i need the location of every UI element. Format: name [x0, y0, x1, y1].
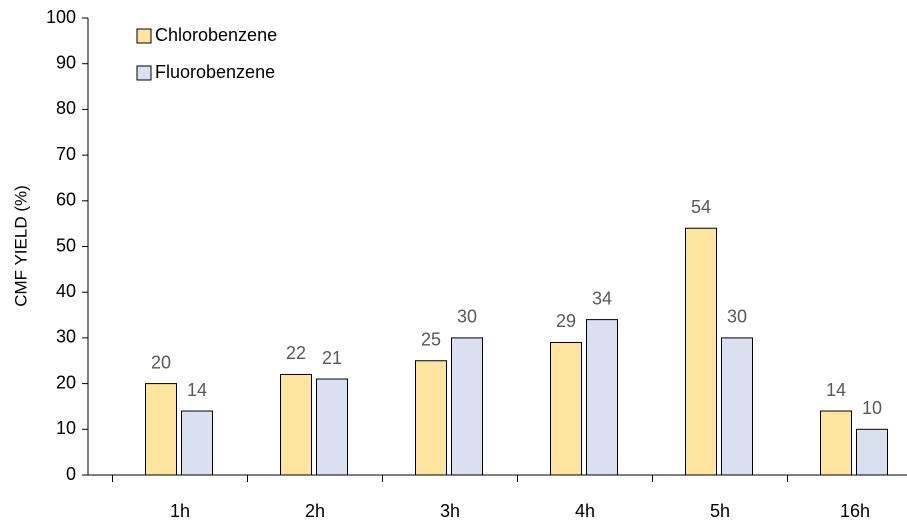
value-label: 10 [862, 398, 882, 418]
legend-swatch [136, 65, 152, 81]
x-tick-label: 16h [840, 501, 870, 521]
y-tick-label: 100 [46, 7, 76, 27]
value-label: 34 [592, 288, 612, 308]
value-label: 20 [151, 352, 171, 372]
y-axis-label: CMF YIELD (%) [11, 185, 30, 307]
y-tick-label: 40 [56, 281, 76, 301]
bar [856, 428, 888, 476]
bar [181, 410, 213, 476]
bar [145, 383, 177, 476]
bar [280, 373, 312, 476]
bar [586, 319, 618, 476]
y-tick-label: 10 [56, 418, 76, 438]
x-tick-label: 2h [305, 501, 325, 521]
y-tick-label: 50 [56, 235, 76, 255]
y-tick-label: 70 [56, 144, 76, 164]
y-tick-label: 0 [66, 464, 76, 484]
value-label: 14 [187, 380, 207, 400]
value-label: 14 [826, 380, 846, 400]
bar [550, 341, 582, 476]
bar [415, 360, 447, 476]
x-tick-label: 3h [440, 501, 460, 521]
y-tick-label: 80 [56, 98, 76, 118]
value-label: 30 [727, 307, 747, 327]
bar [685, 227, 717, 476]
y-tick-label: 30 [56, 327, 76, 347]
y-tick-label: 90 [56, 52, 76, 72]
value-label: 30 [457, 307, 477, 327]
bar [820, 410, 852, 476]
bar [721, 337, 753, 476]
value-label: 25 [421, 330, 441, 350]
bar [316, 378, 348, 476]
x-tick-label: 1h [170, 501, 190, 521]
value-label: 22 [286, 343, 306, 363]
value-label: 21 [322, 348, 342, 368]
legend-label: Fluorobenzene [155, 62, 275, 82]
x-tick-label: 5h [710, 501, 730, 521]
value-label: 29 [556, 311, 576, 331]
x-tick-label: 4h [575, 501, 595, 521]
y-tick-label: 60 [56, 190, 76, 210]
legend-swatch [136, 28, 152, 44]
y-tick-label: 20 [56, 372, 76, 392]
legend-label: Chlorobenzene [155, 25, 277, 45]
value-label: 54 [691, 197, 711, 217]
bar [451, 337, 483, 476]
